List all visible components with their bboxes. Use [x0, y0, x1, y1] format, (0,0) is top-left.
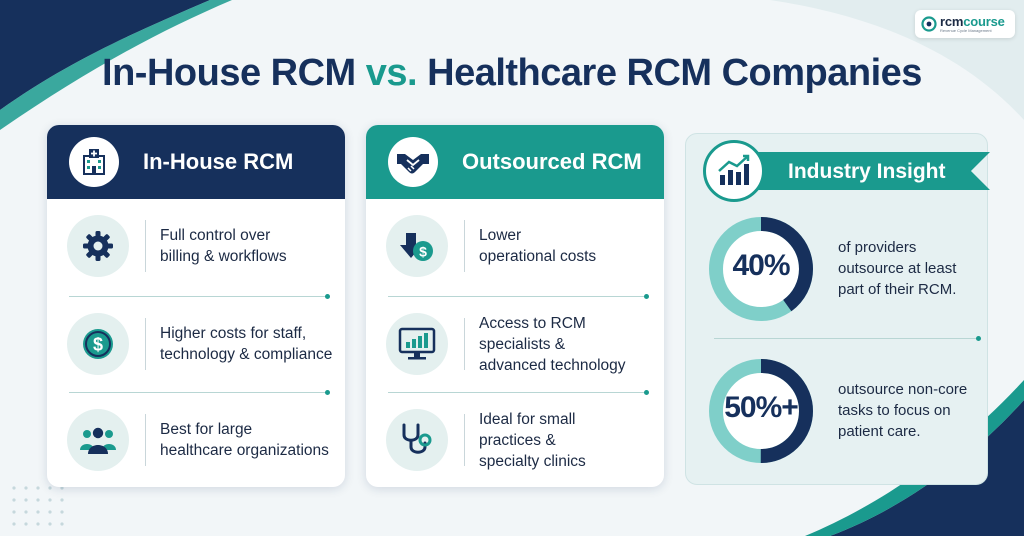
outsourced-header: Outsourced RCM: [366, 125, 664, 199]
stat-line-3: part of their RCM.: [838, 281, 957, 298]
item-text: Lower operational costs: [479, 225, 596, 267]
item-text: Access to RCM specialists & advanced tec…: [479, 313, 626, 376]
title-part-1: In-House RCM: [102, 52, 366, 94]
item-line-2: operational costs: [479, 248, 597, 265]
item-line-1: Higher costs for staff,: [160, 325, 307, 342]
stat-text: of providers outsource at least part of …: [838, 237, 956, 300]
svg-text:$: $: [93, 335, 103, 355]
stat-value: 40%: [732, 249, 790, 282]
svg-text:$: $: [419, 244, 427, 260]
brand-name-suffix: course: [963, 14, 1005, 29]
item-line-1: Best for large: [160, 421, 253, 438]
stat-line-2: outsource at least: [838, 260, 957, 277]
top-left-swoosh: [0, 0, 210, 110]
item-line-2: billing & workflows: [160, 248, 287, 265]
outsourced-card: Outsourced RCM $ Lower operational costs: [366, 125, 664, 487]
stat-line-1: outsource non-core: [838, 381, 968, 398]
stethoscope-icon: [386, 409, 448, 471]
outsourced-item-costs: $ Lower operational costs: [366, 199, 664, 293]
monitor-chart-icon: [386, 313, 448, 375]
bottom-right-swoosh: [830, 400, 1024, 536]
brand-mark-icon: [921, 16, 937, 32]
row-divider: [388, 294, 649, 299]
brand-logo: rcmcourse Revenue Cycle Management: [915, 10, 1015, 38]
outsourced-title: Outsourced RCM: [462, 149, 642, 174]
stat-line-1: of providers: [838, 239, 917, 256]
in-house-item-control: Full control over billing & workflows: [47, 199, 345, 293]
in-house-item-large-orgs: Best for large healthcare organizations: [47, 393, 345, 487]
dot-grid: [12, 486, 64, 526]
handshake-icon: [388, 137, 438, 187]
gear-icon: [67, 215, 129, 277]
item-text: Best for large healthcare organizations: [160, 419, 329, 461]
stat-ring-50: [709, 359, 813, 463]
in-house-title: In-House RCM: [143, 149, 294, 174]
stat-line-3: patient care.: [838, 423, 921, 440]
item-line-2: specialists &: [479, 335, 566, 353]
item-line-1: Full control over: [160, 227, 271, 244]
item-separator: [464, 220, 465, 272]
cost-down-icon: $: [386, 215, 448, 277]
outsourced-item-specialists: Access to RCM specialists & advanced tec…: [366, 297, 664, 391]
title-vs: vs.: [365, 52, 418, 94]
item-line-1: Lower: [479, 227, 522, 244]
hospital-icon: [69, 137, 119, 187]
item-separator: [145, 414, 146, 466]
insight-divider: [714, 336, 981, 341]
bar-chart-icon: [703, 140, 765, 202]
item-line-3: specialty clinics: [479, 452, 586, 470]
item-separator: [145, 318, 146, 370]
item-separator: [145, 220, 146, 272]
dollar-icon: $: [67, 313, 129, 375]
stat-ring-40: [709, 217, 813, 321]
item-text: Higher costs for staff, technology & com…: [160, 323, 332, 365]
item-line-1: Ideal for small: [479, 410, 576, 428]
row-divider: [388, 390, 649, 395]
brand-name: rcmcourse: [940, 15, 1005, 28]
item-line-1: Access to RCM: [479, 314, 586, 332]
industry-insight-panel: Industry Insight 40% of providers outsou…: [685, 133, 990, 485]
item-text: Ideal for small practices & specialty cl…: [479, 409, 586, 472]
insight-title: Industry Insight: [788, 160, 946, 183]
stat-line-2: tasks to focus on: [838, 402, 951, 419]
item-separator: [464, 318, 465, 370]
brand-tagline: Revenue Cycle Management: [940, 28, 992, 33]
item-line-2: technology & compliance: [160, 346, 333, 363]
page-title: In-House RCM vs. Healthcare RCM Companie…: [0, 52, 1024, 95]
in-house-header: In-House RCM: [47, 125, 345, 199]
outsourced-item-small-practices: Ideal for small practices & specialty cl…: [366, 393, 664, 487]
item-line-3: advanced technology: [479, 356, 626, 374]
row-divider: [69, 294, 330, 299]
people-icon: [67, 409, 129, 471]
row-divider: [69, 390, 330, 395]
item-separator: [464, 414, 465, 466]
stat-value: 50%+: [724, 391, 799, 424]
title-part-2: Healthcare RCM Companies: [417, 52, 922, 94]
item-text: Full control over billing & workflows: [160, 225, 287, 267]
in-house-item-costs: $ Higher costs for staff, technology & c…: [47, 297, 345, 391]
item-line-2: healthcare organizations: [160, 442, 329, 459]
in-house-card: In-House RCM Full control over billing &…: [47, 125, 345, 487]
brand-name-prefix: rcm: [940, 14, 964, 29]
stat-text: outsource non-core tasks to focus on pat…: [838, 379, 967, 442]
item-line-2: practices &: [479, 431, 556, 449]
